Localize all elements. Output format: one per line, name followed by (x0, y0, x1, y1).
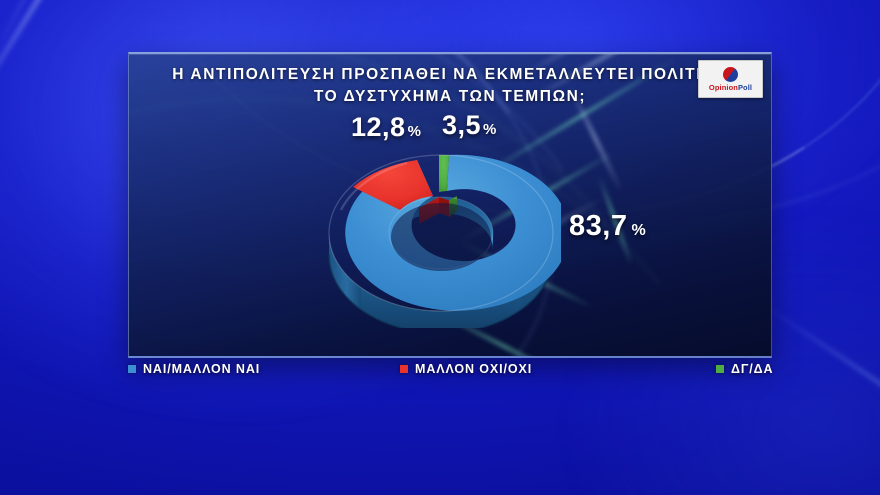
donut-slice-green (439, 155, 449, 192)
label-green-percent: 3,5% (442, 110, 496, 141)
background-streak-3 (757, 300, 880, 472)
logo-word-opinion: Opinion (708, 82, 738, 92)
poll-question-line-1: Η ΑΝΤΙΠΟΛΙΤΕΥΣΗ ΠΡΟΣΠΑΘΕΙ ΝΑ ΕΚΜΕΤΑΛΛΕΥΤ… (172, 66, 728, 83)
opinionpoll-mark-icon (723, 66, 738, 82)
legend-swatch-blue (128, 365, 136, 373)
legend-label-yes: ΝΑΙ/ΜΑΛΛΟΝ ΝΑΙ (143, 362, 261, 376)
donut-chart (321, 138, 561, 328)
poll-question-line-2: ΤΟ ΔΥΣΤΥΧΗΜΑ ΤΩΝ ΤΕΜΠΩΝ; (313, 88, 587, 105)
red-percent-symbol: % (407, 123, 421, 140)
green-percent-symbol: % (483, 121, 497, 138)
green-percent-value: 3,5 (442, 110, 482, 140)
blue-percent-symbol: % (631, 222, 646, 239)
legend-label-no: ΜΑΛΛΟΝ ΟΧΙ/ΟΧΙ (415, 362, 533, 376)
blue-percent-value: 83,7 (569, 210, 628, 242)
legend-swatch-green (716, 365, 724, 373)
donut-3d-top (328, 154, 561, 312)
legend-item-dontknow: ΔΓ/ΔΑ (716, 362, 773, 376)
legend-item-yes: ΝΑΙ/ΜΑΛΛΟΝ ΝΑΙ (128, 362, 260, 376)
chart-legend: ΝΑΙ/ΜΑΛΛΟΝ ΝΑΙ ΜΑΛΛΟΝ ΟΧΙ/ΟΧΙ ΔΓ/ΔΑ (128, 362, 788, 382)
logo-word-poll: Poll (737, 82, 753, 92)
red-percent-value: 12,8 (351, 112, 406, 142)
legend-item-no: ΜΑΛΛΟΝ ΟΧΙ/ΟΧΙ (400, 362, 532, 376)
label-red-percent: 12,8% (351, 112, 421, 143)
opinionpoll-logo: OpinionPoll (698, 60, 763, 98)
opinionpoll-wordmark: OpinionPoll (709, 83, 752, 92)
donut-slice-red (353, 160, 433, 210)
legend-label-dontknow: ΔΓ/ΔΑ (731, 362, 774, 376)
donut-outer-wall-left (328, 233, 361, 310)
label-blue-percent: 83,7% (569, 210, 646, 243)
poll-question: Η ΑΝΤΙΠΟΛΙΤΕΥΣΗ ΠΡΟΣΠΑΘΕΙ ΝΑ ΕΚΜΕΤΑΛΛΕΥΤ… (129, 64, 771, 108)
legend-swatch-red (400, 365, 408, 373)
donut-hole (391, 203, 491, 271)
poll-panel: Η ΑΝΤΙΠΟΛΙΤΕΥΣΗ ΠΡΟΣΠΑΘΕΙ ΝΑ ΕΚΜΕΤΑΛΛΕΥΤ… (128, 52, 772, 358)
